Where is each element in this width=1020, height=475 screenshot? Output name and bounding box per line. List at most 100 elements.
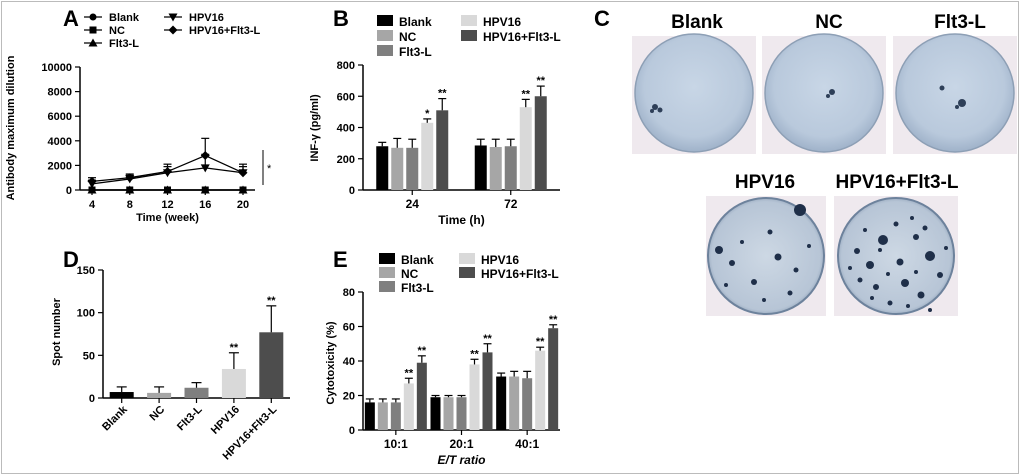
panel-e-sig-mark: ** [418, 345, 427, 357]
panel-e-x-tick-label: 10:1 [384, 437, 408, 451]
panel-label-d: D [63, 247, 79, 272]
panel-e-legend-swatch [459, 253, 475, 264]
spots-nc [826, 89, 835, 98]
panel-d-y-axis-title: Spot number [51, 297, 63, 366]
panel-e-bar [430, 397, 441, 430]
panel-e-sig-mark: ** [549, 314, 558, 326]
panel-d-y-tick-label: 0 [89, 393, 95, 405]
panel-b-bar [474, 145, 487, 190]
panel-b-legend-swatch [461, 30, 477, 41]
panel-label-b: B [333, 6, 349, 31]
panel-e-y-tick-label: 60 [343, 322, 355, 334]
spots-hpv16 [715, 204, 811, 302]
panel-a-legend-label: HPV16 [189, 12, 224, 24]
panel-e-bar [364, 402, 375, 430]
panel-b-bar [436, 110, 449, 190]
panel-e-y-axis-title: Cytotoxicity (%) [325, 321, 337, 404]
panel-a-y-tick-label: 8000 [48, 87, 72, 99]
spots-blank [650, 104, 663, 113]
panel-a-x-axis-title: Time (week) [136, 212, 199, 224]
panel-a-point-hpv16-flt3-l [163, 167, 172, 177]
panel-e-bar [496, 376, 507, 430]
panel-a-y-axis-title: Antibody maximum dilution [5, 55, 17, 200]
panel-a-point-flt3-l [163, 185, 172, 194]
panel-b-legend-swatch [377, 30, 393, 41]
panel-b-legend-swatch [377, 15, 393, 26]
panel-e-y-tick-label: 0 [349, 425, 355, 437]
panel-b-bar [519, 107, 532, 190]
panel-b-bar [489, 147, 502, 190]
panel-e-bar [416, 362, 427, 430]
panel-b-sig-mark: * [425, 108, 430, 120]
panel-a-y-tick-label: 4000 [48, 136, 72, 148]
panel-b-x-tick-label: 72 [504, 197, 518, 211]
panel-a-x-tick-label: 4 [89, 199, 96, 211]
panel-b-bar [421, 122, 434, 190]
plate-well-blank [634, 33, 754, 153]
panel-b-bar [534, 96, 547, 190]
panel-b-bar [391, 147, 404, 190]
panel-a-point-flt3-l [200, 185, 210, 194]
panel-a-point-hpv16-flt3-l [200, 151, 210, 161]
panel-b-legend-label: Flt3-L [399, 45, 432, 59]
panel-e-y-tick-label: 80 [343, 287, 355, 299]
panel-a-point-hpv16-flt3-l [125, 173, 135, 183]
panel-e-legend-label: Blank [401, 253, 434, 267]
panel-c-plates: Blank NC Flt3-L HPV16 HPV16+Flt3-L [632, 12, 1017, 316]
panel-a-legend-marker-blank [89, 13, 97, 21]
panel-d-y-tick-label: 50 [83, 350, 95, 362]
panel-a-y-tick-label: 10000 [41, 62, 72, 74]
panel-e-bar [443, 397, 454, 430]
panel-a-point-flt3-l [125, 185, 135, 194]
panel-b-y-tick-label: 600 [337, 91, 355, 103]
spots-hpv16-flt3l [848, 216, 948, 312]
panel-a-legend-label: HPV16+Flt3-L [189, 25, 260, 37]
panel-e-bar [522, 378, 533, 430]
panel-b-x-tick-label: 24 [406, 197, 420, 211]
panel-b-sig-mark: ** [536, 75, 545, 87]
panel-a-x-tick-label: 20 [237, 199, 249, 211]
panel-a-point-hpv16-flt3-l [87, 176, 97, 186]
panel-d-bar [259, 332, 284, 398]
panel-b-legend-label: NC [399, 30, 417, 44]
panel-a-x-tick-label: 16 [199, 199, 211, 211]
panel-b-bar [504, 146, 517, 190]
panel-b-legend-label: Blank [399, 15, 432, 29]
panel-a-legend-label: Flt3-L [109, 38, 139, 50]
panel-e-sig-mark: ** [483, 333, 492, 345]
plate-well-flt3l [895, 33, 1015, 153]
panel-e-sig-mark: ** [536, 336, 545, 348]
panel-b-y-tick-label: 0 [349, 185, 355, 197]
panel-a-legend-marker-flt3-l [88, 38, 98, 47]
panel-label-c: C [594, 6, 610, 31]
panel-d-bar [147, 392, 172, 398]
panel-a-legend-marker-hpv16-flt3-l [168, 25, 178, 35]
panel-b-bar [406, 147, 419, 190]
panel-b-sig-mark: ** [438, 88, 447, 100]
panel-e-bar [535, 350, 546, 430]
plate-label-flt3l: Flt3-L [934, 12, 986, 33]
panel-e-legend-label: HPV16 [481, 253, 519, 267]
panel-label-e: E [333, 247, 348, 272]
panel-e-legend-swatch [379, 253, 395, 264]
panel-a-point-hpv16 [200, 164, 210, 173]
panel-a-legend-label: NC [109, 25, 125, 37]
panel-d-bar [221, 368, 246, 398]
panel-e-legend-swatch [459, 267, 475, 278]
plate-label-blank: Blank [671, 12, 723, 33]
panel-b-y-axis-title: INF-γ (pg/ml) [309, 94, 321, 162]
panel-b-x-axis-title: Time (h) [438, 213, 484, 227]
plate-well-hpv16 [707, 197, 825, 315]
plate-label-nc: NC [815, 12, 843, 33]
panel-d-bar [184, 387, 209, 398]
panel-a-legend-label: Blank [109, 12, 140, 24]
panel-e-legend-label: HPV16+Flt3-L [481, 267, 559, 281]
panel-d-sig-mark: ** [230, 342, 239, 354]
panel-a-point-flt3-l [238, 185, 248, 194]
panel-a-y-tick-label: 6000 [48, 111, 72, 123]
panel-a-y-tick-label: 0 [66, 185, 72, 197]
panel-e-x-axis-title: E/T ratio [437, 453, 485, 467]
plate-well-nc [764, 33, 884, 153]
panel-e-sig-mark: ** [405, 367, 414, 379]
